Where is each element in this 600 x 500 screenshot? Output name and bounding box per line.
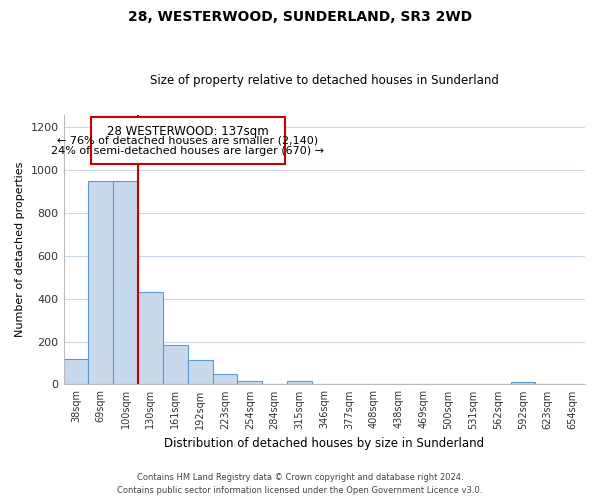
Text: 28, WESTERWOOD, SUNDERLAND, SR3 2WD: 28, WESTERWOOD, SUNDERLAND, SR3 2WD — [128, 10, 472, 24]
Title: Size of property relative to detached houses in Sunderland: Size of property relative to detached ho… — [150, 74, 499, 87]
Text: ← 76% of detached houses are smaller (2,140): ← 76% of detached houses are smaller (2,… — [57, 136, 318, 146]
FancyBboxPatch shape — [91, 117, 284, 164]
Bar — [287, 381, 312, 384]
Bar — [113, 181, 138, 384]
Bar — [88, 181, 113, 384]
Y-axis label: Number of detached properties: Number of detached properties — [15, 162, 25, 337]
Bar — [138, 292, 163, 384]
Text: 24% of semi-detached houses are larger (670) →: 24% of semi-detached houses are larger (… — [51, 146, 324, 156]
X-axis label: Distribution of detached houses by size in Sunderland: Distribution of detached houses by size … — [164, 437, 484, 450]
Bar — [163, 345, 188, 385]
Text: Contains HM Land Registry data © Crown copyright and database right 2024.
Contai: Contains HM Land Registry data © Crown c… — [118, 474, 482, 495]
Bar — [188, 360, 212, 384]
Bar — [64, 358, 88, 384]
Text: 28 WESTERWOOD: 137sqm: 28 WESTERWOOD: 137sqm — [107, 126, 269, 138]
Bar — [511, 382, 535, 384]
Bar — [238, 380, 262, 384]
Bar — [212, 374, 238, 384]
